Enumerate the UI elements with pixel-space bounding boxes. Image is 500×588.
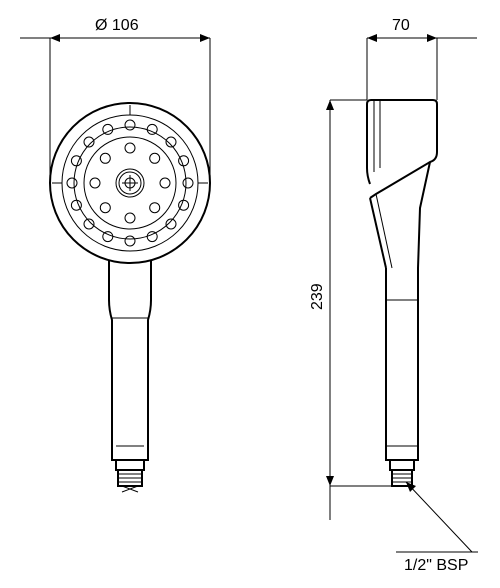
dimension-diameter: Ø 106 [20, 17, 210, 183]
thread-label: 1/2" BSP [404, 557, 468, 574]
dimension-width: 70 [367, 17, 477, 100]
diameter-label: Ø 106 [95, 17, 139, 34]
technical-drawing: Ø 106 70 [0, 0, 500, 588]
front-view [50, 103, 210, 492]
side-view [367, 100, 437, 486]
width-label: 70 [392, 17, 410, 34]
dimension-thread: 1/2" BSP [396, 482, 478, 574]
height-label: 239 [309, 283, 326, 310]
